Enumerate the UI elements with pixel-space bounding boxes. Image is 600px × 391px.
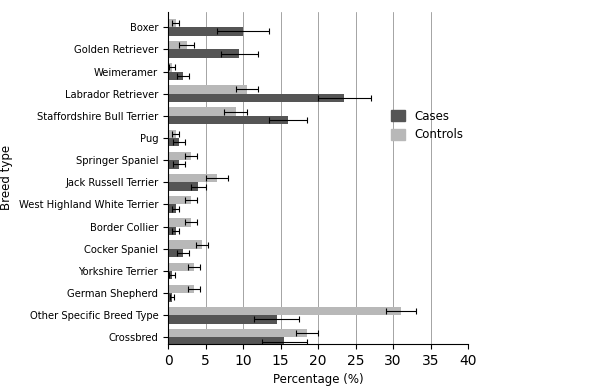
Bar <box>168 94 344 102</box>
Bar <box>168 307 401 315</box>
Legend: Cases, Controls: Cases, Controls <box>386 105 468 146</box>
Bar <box>168 329 307 337</box>
Bar <box>168 85 247 94</box>
Bar <box>168 108 236 116</box>
Bar <box>168 174 217 182</box>
Bar <box>168 315 277 324</box>
Bar <box>168 227 176 235</box>
Bar <box>168 204 176 213</box>
Bar <box>168 262 194 271</box>
Bar <box>168 129 176 138</box>
Bar <box>168 41 187 49</box>
Bar <box>168 72 183 80</box>
Bar <box>168 160 179 169</box>
Bar <box>168 218 191 227</box>
Bar <box>168 152 191 160</box>
Bar <box>168 271 172 280</box>
Bar <box>168 337 284 346</box>
Bar <box>168 196 191 204</box>
Bar <box>168 240 202 249</box>
Bar <box>168 116 288 124</box>
Bar <box>168 49 239 58</box>
Bar <box>168 285 194 293</box>
Bar <box>168 27 243 36</box>
X-axis label: Percentage (%): Percentage (%) <box>272 373 364 386</box>
Bar <box>168 138 179 147</box>
Bar <box>168 182 198 191</box>
Bar <box>168 63 172 72</box>
Bar <box>168 19 176 27</box>
Y-axis label: Breed type: Breed type <box>0 145 13 210</box>
Bar <box>168 249 183 257</box>
Bar <box>168 293 172 301</box>
